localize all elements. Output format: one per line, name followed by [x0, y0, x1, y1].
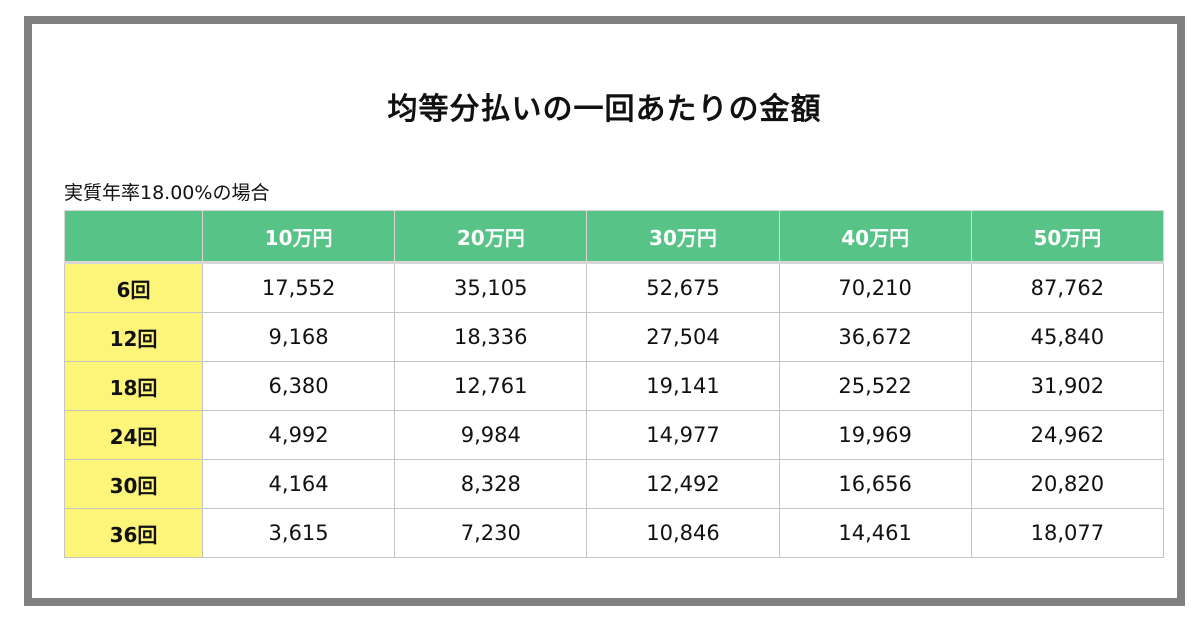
row-label: 36回 — [64, 508, 203, 558]
content-frame: 均等分払いの一回あたりの金額 実質年率18.00%の場合 10万円 20万円 3… — [24, 16, 1185, 606]
table-header-row: 10万円 20万円 30万円 40万円 50万円 — [64, 210, 1165, 263]
table-row: 30回 4,164 8,328 12,492 16,656 20,820 — [64, 459, 1165, 509]
table-row: 18回 6,380 12,761 19,141 25,522 31,902 — [64, 361, 1165, 411]
table-cell: 4,164 — [201, 459, 396, 509]
row-label: 24回 — [64, 410, 203, 460]
table-cell: 24,962 — [970, 410, 1165, 460]
column-header: 20万円 — [394, 210, 588, 263]
row-label: 12回 — [64, 312, 203, 362]
table-row: 24回 4,992 9,984 14,977 19,969 24,962 — [64, 410, 1165, 460]
table-cell: 45,840 — [970, 312, 1165, 362]
table-cell: 14,461 — [778, 508, 972, 558]
row-label: 30回 — [64, 459, 203, 509]
column-header: 40万円 — [778, 210, 972, 263]
table-cell: 18,077 — [970, 508, 1165, 558]
table-cell: 17,552 — [201, 262, 396, 313]
table-cell: 10,846 — [586, 508, 780, 558]
table-cell: 25,522 — [778, 361, 972, 411]
table-cell: 18,336 — [394, 312, 588, 362]
table-row: 36回 3,615 7,230 10,846 14,461 18,077 — [64, 508, 1165, 558]
table-cell: 36,672 — [778, 312, 972, 362]
table-cell: 7,230 — [394, 508, 588, 558]
table-cell: 31,902 — [970, 361, 1165, 411]
table-cell: 87,762 — [970, 262, 1165, 313]
installment-table: 10万円 20万円 30万円 40万円 50万円 6回 17,552 35,10… — [64, 210, 1165, 558]
table-cell: 4,992 — [201, 410, 396, 460]
table-cell: 19,969 — [778, 410, 972, 460]
table-cell: 52,675 — [586, 262, 780, 313]
table-cell: 16,656 — [778, 459, 972, 509]
table-cell: 27,504 — [586, 312, 780, 362]
table-cell: 3,615 — [201, 508, 396, 558]
column-header: 50万円 — [970, 210, 1165, 263]
table-cell: 6,380 — [201, 361, 396, 411]
table-cell: 70,210 — [778, 262, 972, 313]
row-label: 6回 — [64, 262, 203, 313]
page-title: 均等分払いの一回あたりの金額 — [387, 92, 822, 127]
table-cell: 9,168 — [201, 312, 396, 362]
table-row: 12回 9,168 18,336 27,504 36,672 45,840 — [64, 312, 1165, 362]
column-header: 10万円 — [201, 210, 396, 263]
table-cell: 35,105 — [394, 262, 588, 313]
header-corner-cell — [64, 210, 203, 263]
table-cell: 20,820 — [970, 459, 1165, 509]
table-cell: 14,977 — [586, 410, 780, 460]
table-cell: 9,984 — [394, 410, 588, 460]
table-cell: 12,492 — [586, 459, 780, 509]
column-header: 30万円 — [586, 210, 780, 263]
rate-caption: 実質年率18.00%の場合 — [64, 182, 270, 204]
table-cell: 19,141 — [586, 361, 780, 411]
row-label: 18回 — [64, 361, 203, 411]
table-row: 6回 17,552 35,105 52,675 70,210 87,762 — [64, 262, 1165, 313]
table-cell: 8,328 — [394, 459, 588, 509]
table-cell: 12,761 — [394, 361, 588, 411]
